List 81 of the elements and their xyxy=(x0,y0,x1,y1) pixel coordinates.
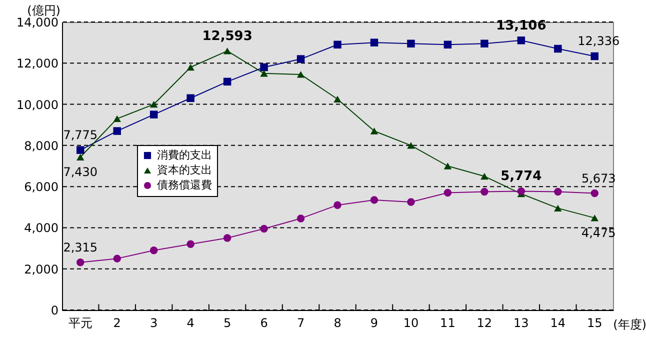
point xyxy=(480,40,488,48)
point xyxy=(76,258,84,266)
point xyxy=(186,64,194,71)
x-tick-label: 8 xyxy=(334,316,342,330)
point xyxy=(150,100,158,108)
x-tick-label: 6 xyxy=(260,316,268,330)
point xyxy=(517,187,526,196)
data-label: 7,430 xyxy=(63,165,98,180)
point xyxy=(444,162,452,170)
x-tick-label: 9 xyxy=(370,316,378,330)
point xyxy=(480,188,488,196)
x-tick-label: 13 xyxy=(514,316,529,330)
point xyxy=(554,204,562,212)
point xyxy=(554,188,562,196)
x-tick-label: 4 xyxy=(186,316,194,330)
x-tick-label: 5 xyxy=(223,316,232,330)
data-label: 13,106 xyxy=(496,18,546,34)
point xyxy=(334,201,342,209)
point xyxy=(554,44,562,53)
x-axis-title: (年度) xyxy=(613,318,646,332)
point xyxy=(223,48,232,54)
point xyxy=(370,128,378,134)
point xyxy=(480,172,488,180)
point xyxy=(186,240,194,248)
point xyxy=(370,196,378,204)
data-label: 7,775 xyxy=(63,128,98,142)
point xyxy=(260,224,268,233)
point xyxy=(407,40,415,48)
x-tick-label: 7 xyxy=(296,316,305,330)
data-label: 12,593 xyxy=(202,28,252,44)
point xyxy=(113,254,121,262)
point xyxy=(260,63,268,72)
y-tick-label: 4,000 xyxy=(24,221,58,236)
y-tick-label: 2,000 xyxy=(24,262,58,276)
x-tick-label: 11 xyxy=(440,316,456,330)
y-axis-title: (億円) xyxy=(27,4,60,18)
point xyxy=(296,55,305,63)
x-tick-label: 平元 xyxy=(68,316,92,330)
point xyxy=(113,115,121,122)
x-tick-label: 14 xyxy=(550,316,566,330)
point xyxy=(407,198,415,206)
point xyxy=(76,154,84,161)
legend-label: 消費的支出 xyxy=(157,148,212,162)
x-tick-label: 15 xyxy=(586,316,602,330)
y-tick-label: 14,000 xyxy=(16,16,58,30)
data-label: 12,336 xyxy=(578,34,620,48)
y-tick-label: 0 xyxy=(50,304,58,318)
point xyxy=(296,214,305,222)
y-tick-label: 12,000 xyxy=(16,56,58,71)
point xyxy=(444,188,452,197)
point xyxy=(407,142,415,149)
point xyxy=(296,71,305,78)
data-label: 2,315 xyxy=(63,240,98,254)
data-label: 5,673 xyxy=(581,171,616,186)
legend-label: 資本的支出 xyxy=(157,164,212,176)
point xyxy=(150,110,158,118)
x-tick-label: 3 xyxy=(150,316,158,330)
point xyxy=(517,36,526,44)
point xyxy=(186,94,194,102)
data-label: 4,475 xyxy=(581,226,616,240)
y-tick-label: 8,000 xyxy=(24,138,58,153)
point xyxy=(444,40,452,48)
x-tick-label: 2 xyxy=(113,316,121,330)
point xyxy=(223,234,232,242)
data-label: 5,774 xyxy=(500,169,542,184)
point xyxy=(150,246,158,254)
y-tick-label: 6,000 xyxy=(24,180,58,194)
point xyxy=(76,146,84,154)
x-tick-label: 10 xyxy=(403,316,419,330)
point xyxy=(334,40,342,48)
point xyxy=(223,78,232,86)
point xyxy=(590,52,599,60)
legend-label: 債務償還費 xyxy=(157,178,212,192)
point xyxy=(590,214,599,222)
y-tick-label: 10,000 xyxy=(16,98,58,112)
point xyxy=(370,38,378,46)
point xyxy=(113,127,121,135)
point xyxy=(334,96,342,102)
point xyxy=(260,70,268,77)
point xyxy=(590,189,599,198)
x-tick-label: 12 xyxy=(476,316,492,330)
